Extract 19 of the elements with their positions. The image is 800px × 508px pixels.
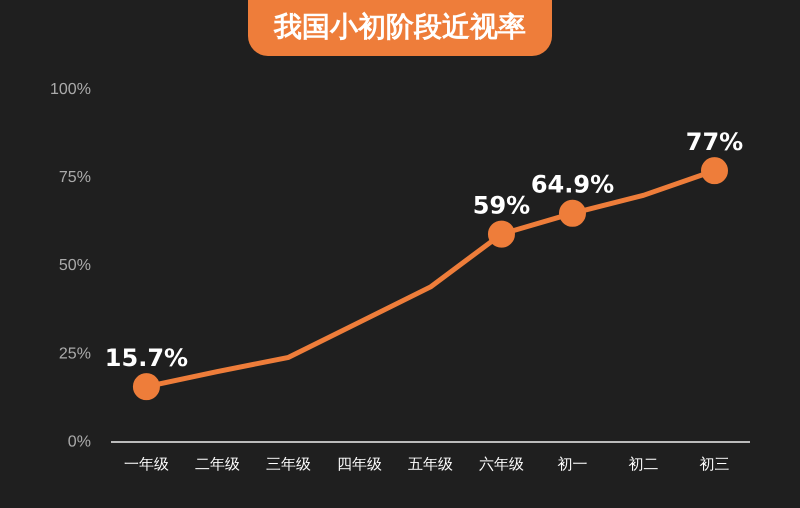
x-tick-label: 五年级 — [408, 454, 453, 473]
y-tick-label: 50% — [58, 257, 91, 274]
x-tick-label: 初三 — [699, 454, 730, 473]
data-label: 64.9% — [530, 170, 614, 199]
x-tick-label: 初一 — [557, 454, 588, 473]
data-label: 77% — [686, 128, 744, 156]
y-tick-label: 25% — [58, 345, 91, 362]
y-tick-label: 0% — [68, 433, 91, 450]
chart-title: 我国小初阶段近视率 — [248, 0, 552, 56]
x-tick-label: 六年级 — [478, 454, 524, 473]
x-tick-label: 初二 — [628, 454, 658, 473]
x-tick-label: 四年级 — [336, 454, 382, 473]
data-label: 59% — [472, 191, 530, 220]
x-tick-label: 二年级 — [194, 454, 240, 473]
x-tick-label: 一年级 — [124, 454, 169, 473]
x-tick-label: 三年级 — [266, 454, 311, 473]
y-tick-label: 100% — [50, 81, 91, 98]
data-label: 15.7% — [104, 344, 188, 372]
y-tick-label: 75% — [58, 169, 91, 186]
